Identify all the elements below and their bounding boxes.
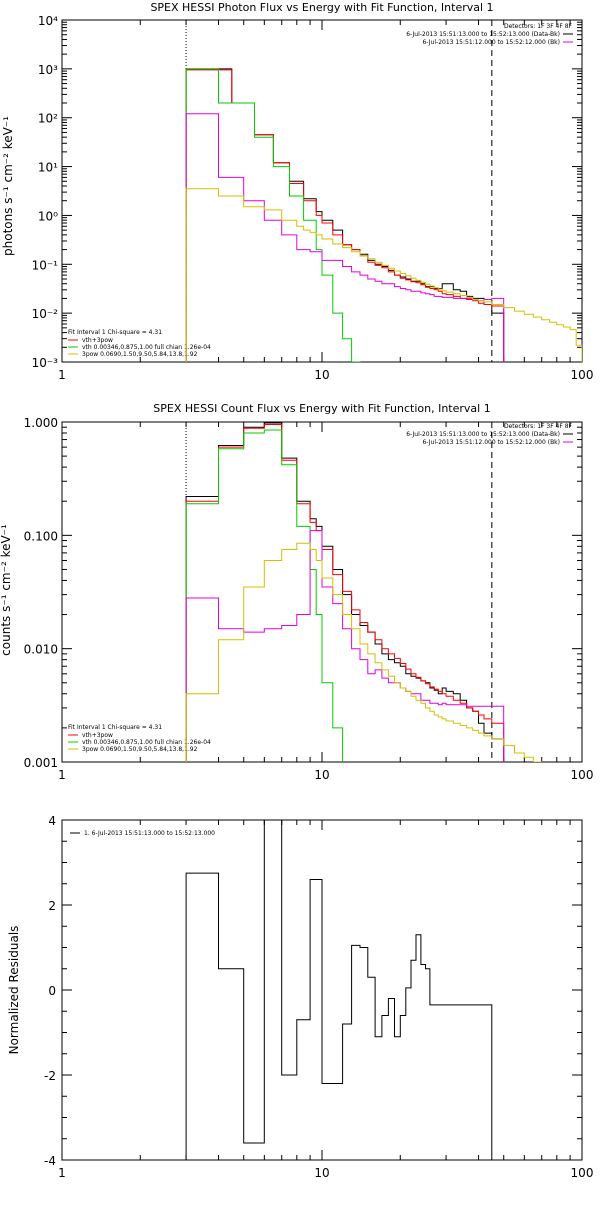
series-line-0 <box>185 422 505 762</box>
y-tick-label: 2 <box>48 899 56 913</box>
y-tick-label: 4 <box>48 814 56 828</box>
series-line-2 <box>185 429 344 762</box>
series-line-1 <box>185 424 505 762</box>
y-tick-label: -2 <box>44 1069 56 1083</box>
photon-flux-panel: SPEX HESSI Photon Flux vs Energy with Fi… <box>1 1 593 382</box>
count-flux-panel: SPEX HESSI Count Flux vs Energy with Fit… <box>0 402 594 782</box>
series-line-3 <box>185 530 505 762</box>
x-tick-label: 1 <box>58 1166 66 1180</box>
count-fit-legend-3pow: 3pow 0.0690,1.50,9.50,5.84,13.8,1.92 <box>82 746 198 753</box>
series-line-3 <box>185 113 505 362</box>
x-tick-label: 100 <box>571 1166 594 1180</box>
photon-flux-ylabel: photons s⁻¹ cm⁻² keV⁻¹ <box>1 116 15 256</box>
y-tick-label: 10³ <box>38 63 58 77</box>
y-tick-label: 0.010 <box>24 643 58 657</box>
photon-fit-legend-vth: vth 0.00346,0.875,1.00 full chian 1.26e-… <box>82 344 211 351</box>
count-fit-legend-vth: vth 0.00346,0.875,1.00 full chian 1.26e-… <box>82 739 211 746</box>
x-tick-label: 1 <box>58 768 66 782</box>
y-tick-label: 10² <box>38 112 58 126</box>
series-line-4 <box>185 542 543 762</box>
series-line-1 <box>185 69 505 362</box>
count-fit-legend-total: vth+3pow <box>82 732 113 739</box>
count-legend-detectors: Detectors: 1F 3F 4F 8F <box>504 423 573 430</box>
y-tick-label: 1.000 <box>24 416 58 430</box>
y-tick-label: 10⁰ <box>38 209 58 223</box>
count-flux-title: SPEX HESSI Count Flux vs Energy with Fit… <box>153 402 490 415</box>
y-tick-label: 10⁻¹ <box>32 258 59 272</box>
series-line-4 <box>185 188 582 362</box>
series-line-2 <box>185 68 361 362</box>
photon-fit-legend-header: Fit Interval 1 Chi-square = 4.31 <box>68 329 162 336</box>
residuals-legend-interval: 1. 6-Jul-2013 15:51:13.000 to 15:52:13.0… <box>84 830 215 837</box>
y-tick-label: 0.001 <box>24 756 58 770</box>
x-tick-label: 10 <box>314 768 329 782</box>
count-legend-data-bk: 6-Jul-2013 15:51:13.000 to 15:52:13.000 … <box>406 431 560 438</box>
y-tick-label: 0 <box>48 984 56 998</box>
photon-flux-title: SPEX HESSI Photon Flux vs Energy with Fi… <box>150 1 493 14</box>
y-tick-label: 10¹ <box>38 161 58 175</box>
y-tick-label: 10⁻² <box>32 307 59 321</box>
y-tick-label: 0.100 <box>24 529 58 543</box>
residuals-ylabel: Normalized Residuals <box>7 926 21 1055</box>
x-tick-label: 100 <box>571 368 594 382</box>
photon-legend-detectors: Detectors: 1F 3F 4F 8F <box>504 23 573 30</box>
y-tick-label: 10⁻³ <box>32 356 59 370</box>
x-tick-label: 1 <box>58 368 66 382</box>
y-tick-label: 10⁴ <box>38 14 58 28</box>
y-tick-label: -4 <box>44 1154 56 1168</box>
photon-legend-data-bk: 6-Jul-2013 15:51:13.000 to 15:52:13.000 … <box>406 31 560 38</box>
series-line-0 <box>185 820 493 1160</box>
count-flux-ylabel: counts s⁻¹ cm⁻² keV⁻¹ <box>0 524 13 656</box>
photon-legend-bk: 6-Jul-2013 15:51:12.000 to 15:52:12.000 … <box>422 39 560 46</box>
photon-fit-legend-3pow: 3pow 0.0690,1.50,9.50,5.84,13.8,1.92 <box>82 351 198 358</box>
x-tick-label: 10 <box>314 368 329 382</box>
count-legend-bk: 6-Jul-2013 15:51:12.000 to 15:52:12.000 … <box>422 439 560 446</box>
x-tick-label: 100 <box>571 768 594 782</box>
x-tick-label: 10 <box>314 1166 329 1180</box>
photon-fit-legend-total: vth+3pow <box>82 337 113 344</box>
residuals-panel: Normalized Residuals 1. 6-Jul-2013 15:51… <box>7 814 593 1180</box>
count-fit-legend-header: Fit Interval 1 Chi-square = 4.31 <box>68 724 162 731</box>
